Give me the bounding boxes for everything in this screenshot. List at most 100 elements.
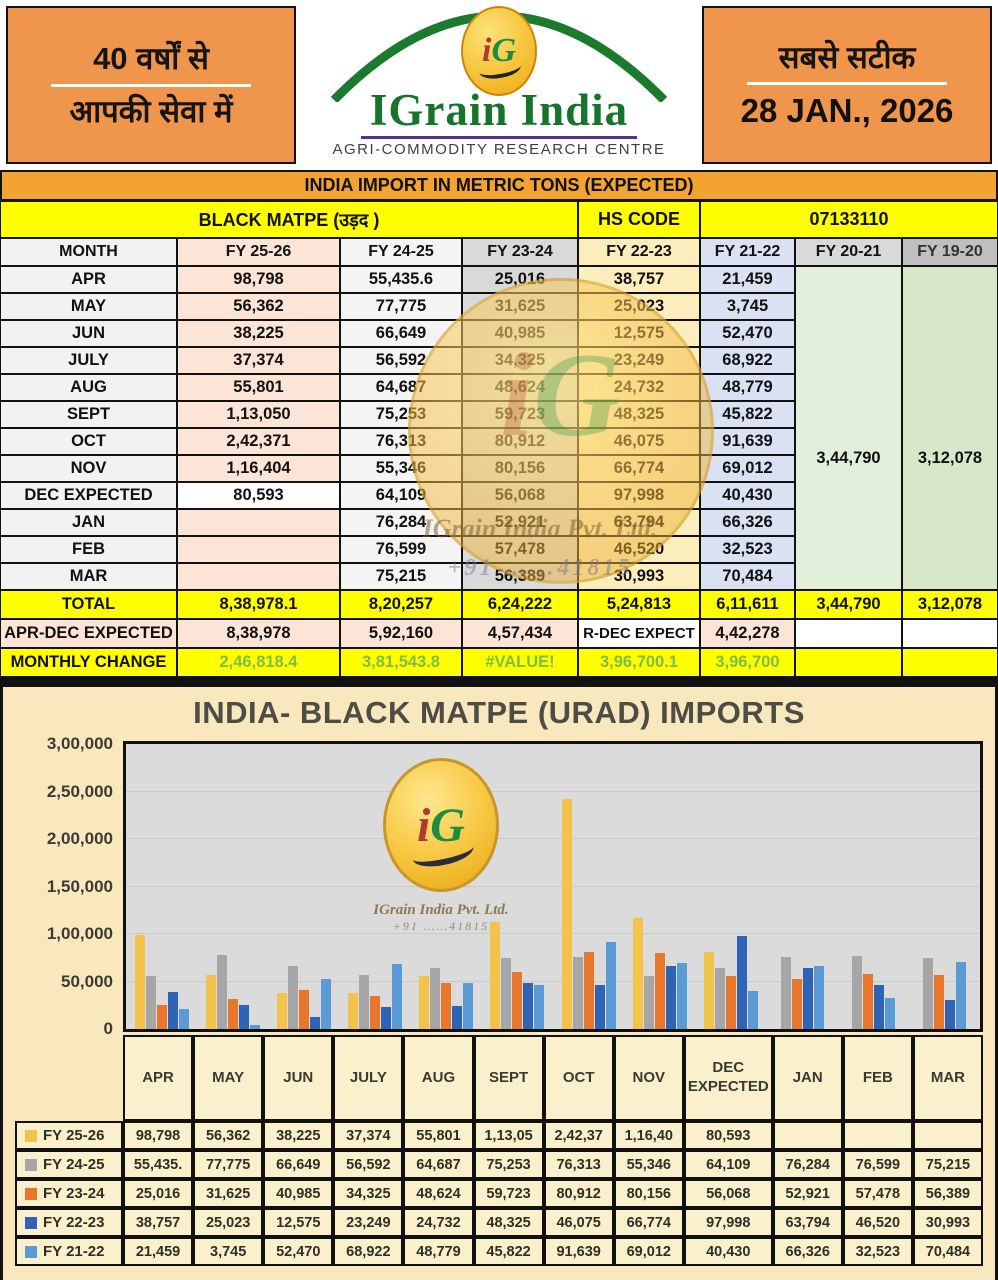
table-cell: 75,215 (340, 563, 462, 590)
bar-group (126, 744, 197, 1029)
chart-watermark: iG IGrain India Pvt. Ltd. +91 ……41815 (331, 758, 551, 934)
table-cell: 66,649 (340, 320, 462, 347)
y-axis-tick: 1,00,000 (46, 924, 113, 943)
divider (51, 83, 251, 87)
table-cell: 31,625 (462, 293, 578, 320)
legend-label-text: FY 25-26 (43, 1127, 105, 1144)
total-row: TOTAL 8,38,978.1 8,20,257 6,24,222 5,24,813 6… (0, 590, 998, 619)
table-cell: 70,484 (700, 563, 795, 590)
logo-subtitle: AGRI-COMMODITY RESEARCH CENTRE (332, 141, 666, 158)
bar (561, 799, 572, 1029)
logo: iG IGrain India AGRI-COMMODITY RESEARCH … (302, 0, 696, 170)
legend-value: 21,459 (123, 1237, 194, 1266)
table-cell: 48,779 (700, 374, 795, 401)
column-header: FY 22-23 (578, 238, 700, 266)
legend-value: 80,156 (613, 1179, 684, 1208)
legend-value: 30,993 (912, 1208, 983, 1237)
table-cell: OCT (0, 428, 177, 455)
legend-value: 66,326 (772, 1237, 843, 1266)
legend-value: 91,639 (543, 1237, 614, 1266)
table-cell: 12,575 (578, 320, 700, 347)
gridline (126, 838, 980, 839)
bar (523, 983, 534, 1029)
row-value: 6,11,611 (700, 590, 795, 619)
divider (747, 82, 947, 86)
x-axis-label: DEC EXPECTED (683, 1035, 773, 1121)
table-cell (177, 509, 340, 536)
table-cell: 46,520 (578, 536, 700, 563)
bar (463, 983, 474, 1029)
hs-code-label: HS CODE (578, 201, 700, 238)
bar (452, 1006, 463, 1029)
legend-value: 40,985 (263, 1179, 334, 1208)
table-cell: 1,16,404 (177, 455, 340, 482)
legend-value: 40,430 (683, 1237, 773, 1266)
bar-group (340, 744, 411, 1029)
table-cell: MAR (0, 563, 177, 590)
table-cell: 21,459 (700, 266, 795, 293)
legend-label-text: FY 21-22 (43, 1243, 105, 1260)
chart-title: INDIA- BLACK MATPE (URAD) IMPORTS (193, 695, 805, 730)
table-cell: APR (0, 266, 177, 293)
column-header: FY 23-24 (462, 238, 578, 266)
bar (714, 968, 725, 1029)
legend-value: 76,599 (842, 1150, 913, 1179)
row-label: MONTHLY CHANGE (0, 648, 177, 677)
row-value (902, 648, 998, 677)
legend-value: 63,794 (772, 1208, 843, 1237)
bar (419, 976, 430, 1029)
bar-groups (126, 744, 980, 1029)
legend-value: 75,253 (473, 1150, 544, 1179)
table-cell: 66,326 (700, 509, 795, 536)
legend-value: 66,649 (263, 1150, 334, 1179)
table-cell: 1,13,050 (177, 401, 340, 428)
table-cell: 34,325 (462, 347, 578, 374)
table-cell: 69,012 (700, 455, 795, 482)
hs-code-value: 07133110 (700, 201, 998, 238)
monthly-row: MONTHLY CHANGE 2,46,818.4 3,81,543.8 #VALUE… (0, 648, 998, 677)
commodity-name: BLACK MATPE (उड़द ) (0, 201, 578, 238)
legend-value: 69,012 (613, 1237, 684, 1266)
chart-watermark-company: IGrain India Pvt. Ltd. (373, 902, 509, 919)
table-cell: 40,985 (462, 320, 578, 347)
row-label: TOTAL (0, 590, 177, 619)
legend-value: 55,435. (123, 1150, 194, 1179)
x-axis-label: MAY (193, 1035, 264, 1121)
table-cell: 64,687 (340, 374, 462, 401)
column-header: FY 19-20 (902, 238, 998, 266)
y-axis-tick: 50,000 (61, 971, 113, 991)
row-value: 2,46,818.4 (177, 648, 340, 677)
bar (851, 956, 862, 1029)
table-cell: 40,430 (700, 482, 795, 509)
column-header: FY 21-22 (700, 238, 795, 266)
legend-value: 68,922 (333, 1237, 404, 1266)
bar (348, 993, 359, 1029)
legend-color-swatch (25, 1216, 37, 1229)
table-banner: INDIA IMPORT IN METRIC TONS (EXPECTED) (0, 170, 998, 201)
legend-label-text: FY 24-25 (43, 1156, 105, 1173)
bar-group (909, 744, 980, 1029)
table-cell: 52,921 (462, 509, 578, 536)
y-axis-tick: 2,50,000 (46, 781, 113, 801)
legend-value: 66,774 (613, 1208, 684, 1237)
row-label: APR-DEC EXPECTED (0, 619, 177, 648)
table-cell: NOV (0, 455, 177, 482)
x-axis-label: MAR (912, 1035, 983, 1121)
legend-value: 56,068 (683, 1179, 773, 1208)
logo-grain-icon: iG (461, 6, 537, 96)
legend-value: 56,362 (193, 1121, 264, 1150)
bar (238, 1005, 249, 1029)
tagline-line1: 40 वर्षों से (93, 40, 209, 76)
row-value: #VALUE! (462, 648, 578, 677)
legend-value: 76,313 (543, 1150, 614, 1179)
legend-value: 80,593 (683, 1121, 773, 1150)
column-header: FY 24-25 (340, 238, 462, 266)
bar (381, 1007, 392, 1029)
bar (392, 964, 403, 1029)
table-cell: 38,225 (177, 320, 340, 347)
table-header-row: MONTH FY 25-26 FY 24-25 FY 23-24 FY 22-23 FY … (0, 238, 998, 266)
legend-value: 34,325 (333, 1179, 404, 1208)
bar-group (624, 744, 695, 1029)
bar (944, 1000, 955, 1029)
